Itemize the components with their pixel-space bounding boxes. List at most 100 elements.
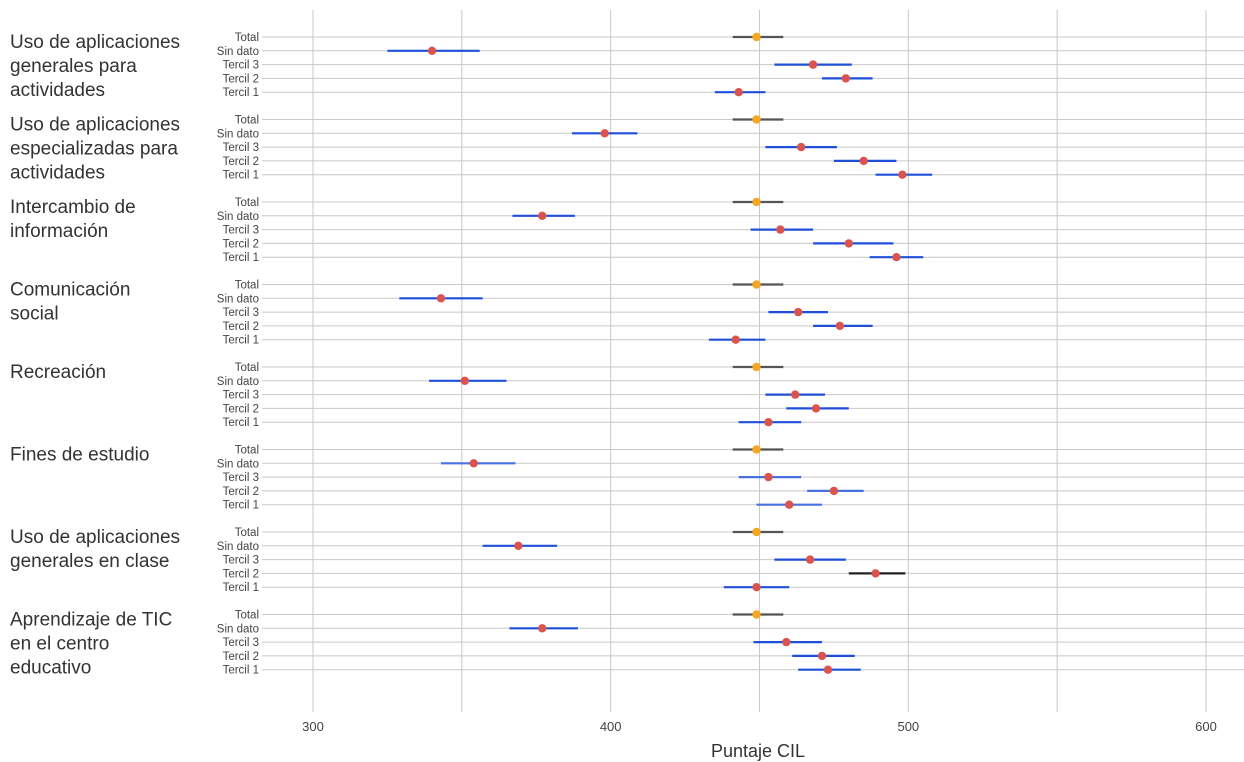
group-label-line: actividades: [10, 80, 105, 101]
row-label: Tercil 1: [223, 252, 259, 264]
data-point: [892, 253, 901, 262]
data-point: [823, 665, 833, 674]
data-point: [600, 129, 609, 138]
row-label: Total: [235, 362, 259, 374]
data-point: [841, 74, 851, 83]
data-point: [805, 555, 815, 564]
data-point: [791, 390, 800, 399]
error-bars: [387, 35, 933, 671]
row-lines: [262, 36, 1244, 671]
data-point: [469, 459, 478, 468]
data-point: [793, 307, 803, 317]
group-label-line: Fines de estudio: [10, 445, 149, 466]
row-label: Tercil 2: [223, 321, 259, 333]
row-label: Total: [235, 610, 259, 622]
row-label: Tercil 3: [223, 555, 259, 567]
data-point: [764, 418, 773, 427]
x-tick-label: 400: [600, 719, 622, 734]
group-labels: Uso de aplicaciones generales para activid…: [10, 32, 180, 679]
group-label-line: Uso de aplicaciones: [10, 527, 180, 548]
row-label: Sin dato: [217, 46, 259, 58]
data-point: [752, 32, 761, 42]
data-point: [817, 651, 827, 661]
data-points: [427, 32, 907, 674]
group-label-line: en el centro: [10, 634, 109, 655]
row-label: Tercil 1: [223, 87, 259, 99]
data-point: [835, 321, 845, 331]
row-label: Sin dato: [217, 623, 259, 635]
data-point: [752, 115, 761, 124]
x-axis-title: Puntaje CIL: [711, 741, 805, 761]
row-label: Tercil 3: [223, 225, 259, 237]
group-label-line: especializadas para: [10, 139, 178, 160]
data-point: [829, 486, 839, 496]
data-point: [871, 569, 880, 578]
data-point: [898, 170, 907, 179]
row-label: Total: [235, 115, 259, 127]
row-label: Tercil 2: [223, 568, 259, 580]
row-label: Total: [235, 445, 259, 457]
data-point: [436, 294, 446, 303]
group-label-line: generales en clase: [10, 551, 170, 572]
group-label-line: generales para: [10, 56, 137, 77]
group-label-line: Recreación: [10, 362, 106, 383]
group-label-line: información: [10, 221, 108, 242]
row-label: Total: [235, 280, 259, 292]
row-label: Total: [235, 197, 259, 209]
group-label: Fines de estudio: [10, 445, 149, 466]
row-label: Tercil 3: [223, 307, 259, 319]
data-point: [859, 156, 868, 166]
row-label: Tercil 3: [223, 142, 259, 154]
group-label-line: social: [10, 304, 59, 325]
data-point: [752, 280, 761, 289]
data-point: [538, 211, 547, 220]
group-label: Intercambio de información: [10, 197, 136, 242]
data-point: [844, 239, 853, 248]
data-point: [782, 637, 791, 647]
group-label-line: Uso de aplicaciones: [10, 32, 180, 53]
data-point: [460, 376, 470, 385]
row-label: Tercil 1: [223, 665, 259, 677]
data-point: [785, 500, 794, 509]
row-label: Total: [235, 527, 259, 539]
row-label: Tercil 1: [223, 582, 259, 594]
x-axis-ticks: 300 400 500 600: [302, 719, 1217, 734]
group-label-line: Intercambio de: [10, 197, 136, 218]
data-point: [764, 472, 773, 482]
data-point: [796, 142, 806, 152]
row-label: Sin dato: [217, 293, 259, 305]
data-point: [808, 60, 818, 69]
row-label: Tercil 1: [223, 500, 259, 512]
row-label: Sin dato: [217, 211, 259, 223]
row-label: Tercil 2: [223, 486, 259, 498]
row-label: Tercil 1: [223, 170, 259, 182]
group-label: Aprendizaje de TIC en el centro educativo: [10, 610, 172, 679]
data-point: [752, 610, 761, 619]
group-label-line: Comunicación: [10, 280, 130, 301]
grid-lines: [312, 10, 1207, 712]
row-label: Tercil 2: [223, 651, 259, 663]
x-tick-label: 600: [1195, 719, 1217, 734]
row-label: Tercil 3: [223, 472, 259, 484]
group-label: Comunicación social: [10, 280, 130, 325]
row-label: Tercil 3: [223, 637, 259, 649]
group-label-line: educativo: [10, 658, 91, 679]
data-point: [752, 197, 761, 207]
row-label: Tercil 3: [223, 390, 259, 402]
row-label: Tercil 1: [223, 335, 259, 347]
group-label: Uso de aplicaciones generales en clase: [10, 527, 180, 572]
row-label: Sin dato: [217, 128, 259, 140]
data-point: [811, 404, 821, 413]
row-label: Total: [235, 32, 259, 44]
data-point: [752, 527, 761, 537]
data-point: [731, 335, 740, 344]
data-point: [538, 624, 547, 633]
row-label: Tercil 3: [223, 60, 259, 72]
data-point: [752, 445, 761, 454]
group-label-line: Uso de aplicaciones: [10, 115, 180, 136]
row-label: Tercil 2: [223, 156, 259, 168]
data-point: [427, 46, 437, 55]
row-label: Sin dato: [217, 458, 259, 470]
data-point: [514, 541, 523, 550]
